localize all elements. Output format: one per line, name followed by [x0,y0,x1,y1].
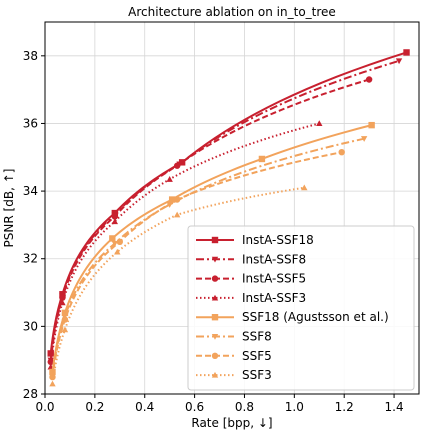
legend-marker [211,352,219,359]
legend: InstA-SSF18 InstA-SSF8 InstA-SSF5 InstA-SSF… [187,225,415,391]
legend-entry: SSF18 (Agustsson et al.) [196,310,389,324]
data-point [111,240,119,247]
x-axis-label: Rate [bpp, ↓] [191,416,272,430]
legend-entry: InstA-SSF18 [196,233,314,247]
series-3 [47,120,323,370]
data-point [258,155,266,163]
data-point [301,184,308,191]
legend-marker [211,333,219,340]
series-7 [49,184,308,387]
plot-frame [44,21,420,395]
x-tick-label: 0.6 [185,400,204,414]
legend-marker [211,236,219,244]
y-tick-label: 34 [23,184,38,198]
legend-label: SSF18 (Agustsson et al.) [242,310,389,324]
data-point [111,218,119,225]
data-point [316,120,323,127]
data-point [61,309,69,317]
series-6 [49,149,345,381]
data-point [114,248,121,255]
data-point [173,211,181,218]
data-point [59,299,66,306]
legend-marker [211,314,219,321]
y-tick-label: 36 [23,116,38,130]
data-point [61,326,69,333]
legend-marker [211,371,219,378]
x-tick-label: 0.8 [235,400,254,414]
legend-marker [211,256,219,263]
data-point [403,49,410,56]
x-tick-label: 0.0 [35,400,54,414]
data-point [173,162,181,169]
data-point [166,176,173,182]
data-point [168,196,176,203]
y-axis-label: PSNR [dB, ↑] [2,169,16,248]
legend-label: InstA-SSF3 [242,291,306,305]
data-point [365,76,373,83]
series-line [51,186,305,384]
data-point [49,380,56,387]
curves [47,49,410,387]
legend-label: InstA-SSF8 [242,252,306,266]
legend-entry: SSF3 [196,368,272,382]
legend-entry: InstA-SSF3 [196,291,306,305]
legend-label: InstA-SSF18 [242,233,314,247]
legend-label: InstA-SSF5 [242,272,306,286]
x-tick-label: 0.2 [85,400,104,414]
legend-entry: InstA-SSF8 [196,252,306,266]
data-point [360,136,368,142]
data-point [116,238,124,246]
data-point [173,196,181,203]
legend-entry: SSF5 [196,349,272,363]
y-tick-label: 32 [23,252,38,266]
chart-title: Architecture ablation on in_to_tree [128,5,336,19]
y-tick-label: 38 [23,49,38,63]
y-tick-label: 28 [23,387,38,401]
data-point [109,235,116,242]
x-tick-label: 1.2 [335,400,354,414]
legend-label: SSF8 [242,330,272,344]
x-tick-label: 0.4 [135,400,154,414]
axis-ticks: 0.0 0.2 0.4 0.6 0.8 1.0 1.2 1.4 28 30 32 34 36 38 [23,49,404,414]
data-point [368,121,375,129]
legend-label: SSF5 [242,349,272,363]
x-tick-label: 1.0 [285,400,304,414]
legend-marker [211,294,219,301]
y-tick-label: 30 [23,319,38,333]
data-point [111,213,119,220]
legend-entry: SSF8 [196,330,272,344]
legend-label: SSF3 [242,368,272,382]
data-point [61,316,69,323]
legend-entry: InstA-SSF5 [196,272,306,286]
data-point [338,149,345,156]
legend-box [187,225,415,391]
legend-marker [211,275,219,282]
data-point [395,58,403,65]
x-tick-label: 1.4 [385,400,404,414]
